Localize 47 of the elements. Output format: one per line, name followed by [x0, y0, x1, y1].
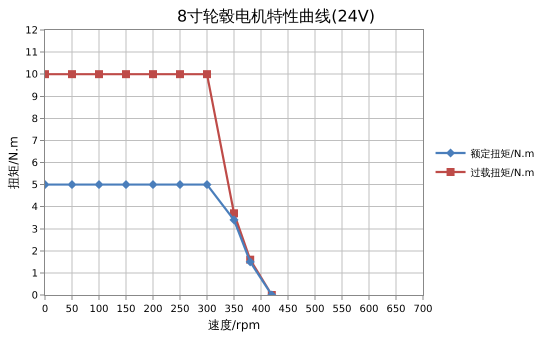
point	[95, 70, 103, 78]
x-tick-label: 600	[359, 304, 379, 315]
x-tick-label: 150	[116, 304, 136, 315]
chart-title: 8寸轮毂电机特性曲线(24V)	[177, 6, 375, 26]
x-tick-label: 700	[413, 304, 433, 315]
point	[67, 180, 77, 190]
y-tick-label: 3	[32, 224, 38, 236]
point	[203, 70, 211, 78]
x-tick-label: 450	[278, 304, 298, 315]
point	[148, 180, 158, 190]
y-tick-label: 12	[25, 26, 38, 36]
x-tick-label: 50	[66, 304, 78, 315]
y-tick-label: 6	[32, 158, 38, 169]
x-tick-label: 100	[89, 304, 109, 315]
y-tick-label: 4	[32, 202, 38, 214]
x-tick-label: 300	[197, 304, 217, 315]
y-tick-label: 2	[32, 246, 38, 258]
y-axis-title: 扭矩/N.m	[6, 136, 21, 189]
y-tick-label: 10	[25, 70, 38, 81]
point	[94, 180, 104, 190]
x-tick-label: 250	[170, 304, 190, 315]
point	[176, 70, 184, 78]
y-tick-label: 0	[32, 290, 38, 302]
x-tick-label: 0	[42, 304, 48, 315]
point	[202, 180, 212, 190]
legend-label: 额定扭矩/N.m	[470, 148, 534, 160]
x-tick-label: 400	[251, 304, 271, 315]
x-tick-label: 200	[143, 304, 163, 315]
y-tick-label: 1	[32, 268, 38, 280]
point	[246, 257, 255, 266]
y-tick-label: 5	[32, 180, 38, 192]
point	[122, 70, 130, 78]
x-tick-label: 550	[332, 304, 352, 315]
point	[229, 215, 239, 224]
point	[68, 70, 76, 78]
point	[175, 180, 185, 190]
y-tick-label: 8	[32, 114, 38, 125]
y-tick-label: 7	[32, 136, 38, 147]
point	[121, 180, 131, 190]
point	[149, 70, 157, 78]
legend-label: 过载扭矩/N.m	[470, 166, 534, 179]
y-tick-label: 9	[32, 92, 38, 103]
x-axis-title: 速度/rpm	[208, 318, 260, 332]
x-tick-label: 350	[224, 304, 244, 315]
x-tick-label: 650	[386, 304, 406, 315]
x-tick-label: 500	[305, 304, 325, 315]
y-tick-label: 11	[25, 48, 38, 59]
